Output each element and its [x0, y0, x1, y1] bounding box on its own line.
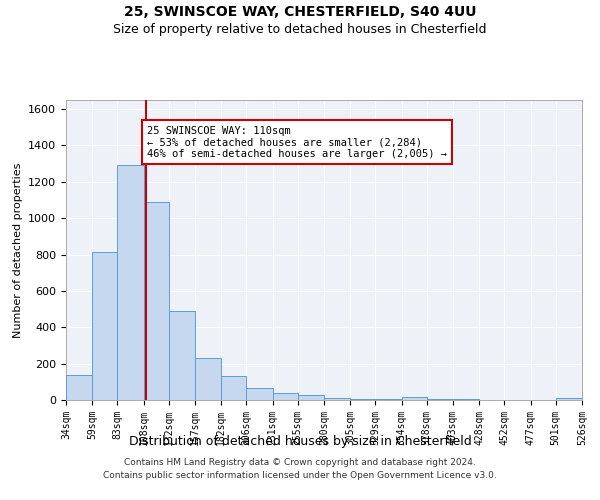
Bar: [195, 358, 221, 400]
Bar: [169, 311, 195, 400]
Bar: [247, 388, 272, 400]
Bar: [92, 252, 118, 400]
Bar: [143, 202, 169, 400]
Bar: [556, 398, 582, 400]
Bar: [427, 399, 453, 400]
Bar: [350, 398, 376, 400]
Text: 25 SWINSCOE WAY: 110sqm
← 53% of detached houses are smaller (2,284)
46% of semi: 25 SWINSCOE WAY: 110sqm ← 53% of detache…: [147, 126, 447, 158]
Text: Size of property relative to detached houses in Chesterfield: Size of property relative to detached ho…: [113, 22, 487, 36]
Y-axis label: Number of detached properties: Number of detached properties: [13, 162, 23, 338]
Text: Contains HM Land Registry data © Crown copyright and database right 2024.
Contai: Contains HM Land Registry data © Crown c…: [103, 458, 497, 480]
Bar: [401, 396, 427, 400]
Bar: [272, 393, 298, 400]
Bar: [66, 374, 92, 400]
Bar: [298, 396, 324, 400]
Bar: [376, 399, 401, 400]
Text: 25, SWINSCOE WAY, CHESTERFIELD, S40 4UU: 25, SWINSCOE WAY, CHESTERFIELD, S40 4UU: [124, 5, 476, 19]
Bar: [324, 398, 350, 400]
Bar: [118, 164, 143, 400]
Bar: [221, 376, 247, 400]
Text: Distribution of detached houses by size in Chesterfield: Distribution of detached houses by size …: [128, 435, 472, 448]
